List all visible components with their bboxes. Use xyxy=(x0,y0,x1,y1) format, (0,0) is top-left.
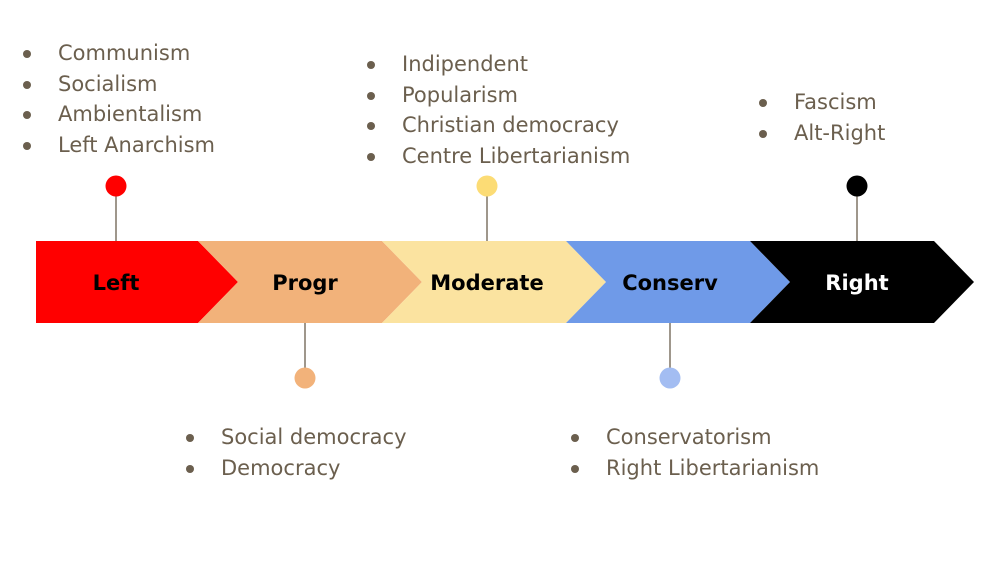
arrow-segment-conserv xyxy=(566,241,790,323)
connector-dot-moderate xyxy=(476,175,498,197)
segment-label-progr: Progr xyxy=(272,271,338,295)
right-items-list: Fascism Alt-Right xyxy=(756,87,885,148)
list-item: Christian democracy xyxy=(364,110,630,141)
connector-dot-progr xyxy=(294,367,316,389)
list-item: Left Anarchism xyxy=(20,130,215,161)
arrow-segment-moderate xyxy=(382,241,606,323)
list-item: Social democracy xyxy=(183,422,407,453)
list-item: Ambientalism xyxy=(20,99,215,130)
list-item: Fascism xyxy=(756,87,885,118)
list-item: Conservatorism xyxy=(568,422,819,453)
progr-items-list: Social democracy Democracy xyxy=(183,422,407,483)
segment-label-moderate: Moderate xyxy=(430,271,543,295)
list-item: Indipendent xyxy=(364,49,630,80)
left-items-list: Communism Socialism Ambientalism Left Anarc… xyxy=(20,38,215,160)
list-item: Centre Libertarianism xyxy=(364,141,630,172)
connector-dot-conserv xyxy=(659,367,681,389)
list-item: Communism xyxy=(20,38,215,69)
segment-label-conserv: Conserv xyxy=(622,271,718,295)
moderate-items-list: Indipendent Popularism Christian democracy… xyxy=(364,49,630,171)
arrow-segment-progr xyxy=(198,241,422,323)
connector-dot-left xyxy=(105,175,127,197)
list-item: Democracy xyxy=(183,453,407,484)
list-item: Right Libertarianism xyxy=(568,453,819,484)
connector-dot-right xyxy=(846,175,868,197)
arrow-segment-right xyxy=(750,241,974,323)
conserv-items-list: Conservatorism Right Libertarianism xyxy=(568,422,819,483)
list-item: Alt-Right xyxy=(756,118,885,149)
list-item: Popularism xyxy=(364,80,630,111)
arrow-segment-left xyxy=(36,241,238,323)
segment-label-right: Right xyxy=(825,271,888,295)
segment-label-left: Left xyxy=(93,271,140,295)
list-item: Socialism xyxy=(20,69,215,100)
